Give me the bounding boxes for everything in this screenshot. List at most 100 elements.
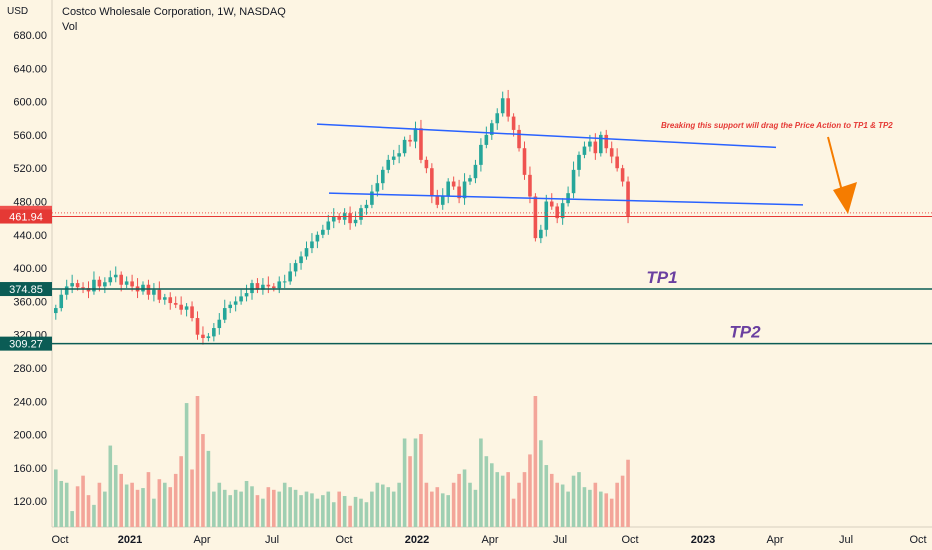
volume-bar xyxy=(152,498,156,527)
candle-body xyxy=(457,186,461,199)
candle-body xyxy=(195,318,200,335)
volume-bar xyxy=(217,482,222,527)
candle-body xyxy=(277,281,282,289)
candle-body xyxy=(54,308,58,314)
volume-bar xyxy=(179,456,183,527)
volume-bar xyxy=(321,495,325,527)
candle-body xyxy=(484,134,489,145)
volume-bar xyxy=(479,438,483,527)
volume-bar xyxy=(228,495,232,527)
candle-body xyxy=(468,178,472,182)
volume-bar xyxy=(130,482,134,527)
candle-body xyxy=(272,286,276,289)
x-tick-label: Jul xyxy=(265,534,279,546)
volume-bar xyxy=(528,454,532,527)
volume-bar xyxy=(364,502,369,527)
candle-body xyxy=(326,221,331,230)
y-tick-label: 440.00 xyxy=(13,230,47,242)
currency-label: USD xyxy=(7,6,29,17)
volume-bar xyxy=(370,491,374,527)
volume-bar xyxy=(484,456,489,527)
volume-bar xyxy=(299,495,303,527)
price-badge xyxy=(0,209,52,224)
candle-body xyxy=(511,116,516,130)
volume-bar xyxy=(511,498,516,527)
volume-bar xyxy=(419,434,423,527)
candle-body xyxy=(435,196,440,205)
candle-body xyxy=(588,141,592,147)
volume-bar xyxy=(446,495,450,527)
volume-bar xyxy=(495,472,500,527)
x-tick-label: Jul xyxy=(553,534,567,546)
candle-body xyxy=(168,297,173,304)
volume-bar xyxy=(212,491,216,527)
volume-bar xyxy=(326,491,331,527)
x-tick-label: Oct xyxy=(621,534,638,546)
candle-body xyxy=(408,139,412,142)
volume-bar xyxy=(517,482,521,527)
volume-bar xyxy=(86,495,91,527)
candle-body xyxy=(593,141,598,154)
annotation-text: Breaking this support will drag the Pric… xyxy=(661,121,893,130)
volume-bar xyxy=(233,489,238,527)
arrow-shaft xyxy=(827,136,844,196)
volume-bar xyxy=(195,396,200,527)
candle-body xyxy=(184,306,189,310)
volume-bar xyxy=(277,491,282,527)
volume-bar xyxy=(462,469,467,527)
y-tick-label: 280.00 xyxy=(13,363,47,375)
candle-body xyxy=(141,284,145,292)
candle-body xyxy=(462,181,467,199)
x-tick-label: Oct xyxy=(335,534,352,546)
volume-bar xyxy=(342,496,347,527)
candle-body xyxy=(577,154,581,170)
candle-body xyxy=(179,304,183,310)
y-tick-label: 360.00 xyxy=(13,296,47,308)
volume-bar xyxy=(190,469,194,527)
volume-bar xyxy=(103,491,107,527)
volume-bar xyxy=(430,491,434,527)
volume-bar xyxy=(337,491,341,527)
candle-body xyxy=(424,159,429,169)
volume-bar xyxy=(173,473,178,527)
volume-bar xyxy=(113,465,118,527)
candle-body xyxy=(528,174,532,197)
volume-bar xyxy=(201,434,205,527)
volume-bar xyxy=(473,489,478,527)
volume-bar xyxy=(163,482,167,527)
candle-body xyxy=(430,168,434,197)
volume-bar xyxy=(331,502,336,527)
volume-bar xyxy=(261,498,265,527)
y-tick-label: 240.00 xyxy=(13,396,47,408)
x-tick-label: 2023 xyxy=(691,534,715,546)
candle-body xyxy=(495,113,500,124)
x-tick-label: Apr xyxy=(193,534,210,546)
volume-bar xyxy=(54,469,58,527)
volume-bar xyxy=(615,482,619,527)
candle-body xyxy=(130,281,134,287)
volume-bar xyxy=(304,491,309,527)
volume-bar xyxy=(555,482,559,527)
candle-body xyxy=(190,306,194,319)
support-trendline xyxy=(328,192,804,206)
volume-bar xyxy=(288,487,292,527)
candle-body xyxy=(244,293,249,297)
volume-bar xyxy=(549,473,554,527)
candle-body xyxy=(97,279,102,287)
candle-body xyxy=(103,282,107,287)
volume-bar xyxy=(81,475,85,527)
volume-bar xyxy=(92,504,96,527)
volume-bar xyxy=(124,484,129,527)
candle-body xyxy=(604,134,609,149)
candle-body xyxy=(479,144,483,165)
volume-bar xyxy=(282,482,287,527)
candle-body xyxy=(549,201,554,207)
volume-bar xyxy=(500,475,505,527)
price-badge xyxy=(0,282,52,297)
y-tick-label: 200.00 xyxy=(13,430,47,442)
candle-body xyxy=(92,279,96,292)
volume-bar xyxy=(582,487,587,527)
candle-body xyxy=(288,271,292,282)
x-tick-label: Jul xyxy=(839,534,853,546)
